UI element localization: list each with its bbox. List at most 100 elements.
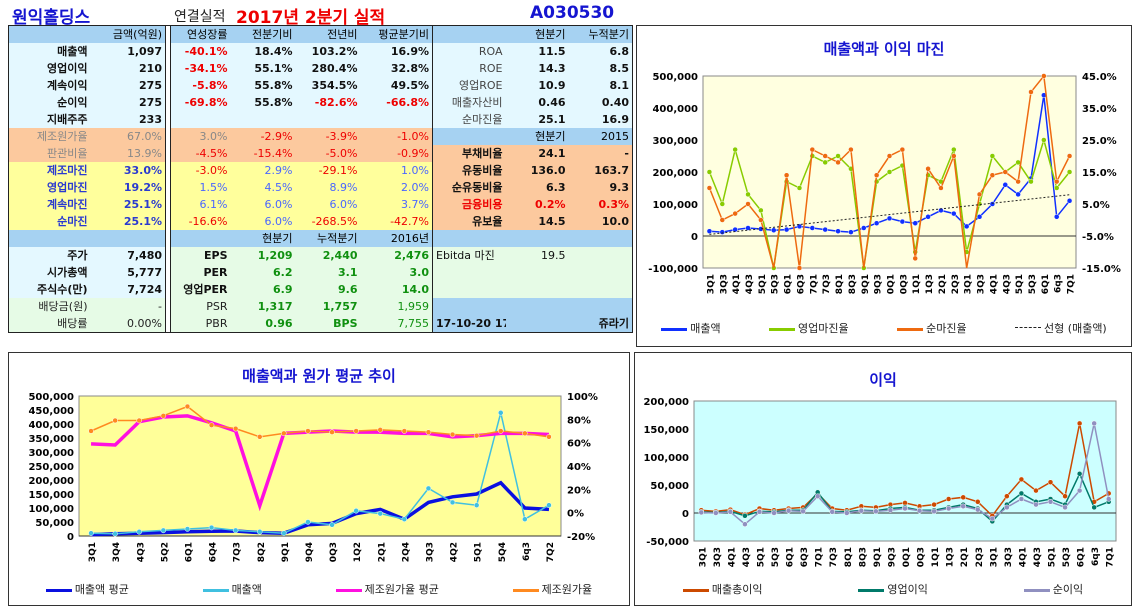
x-tick-label: 3Q1 (88, 542, 98, 562)
cell-value: 1,757 (295, 298, 361, 315)
y2-tick-label: 45.0% (1082, 72, 1117, 83)
data-point (783, 226, 790, 233)
table-row (432, 264, 633, 281)
table-row: 금액(억원) 연성장률 전분기비 전년비 평균분기비 (8, 25, 433, 43)
data-point (498, 410, 504, 416)
data-point (498, 428, 504, 434)
data-point (886, 153, 893, 159)
x-tick-label: 7Q1 (809, 274, 819, 294)
data-point (1041, 137, 1047, 143)
legend-swatch-icon (45, 588, 72, 592)
series-3 (706, 73, 1073, 271)
series-2 (88, 410, 552, 537)
cell-value: 5,777 (90, 264, 166, 281)
legend-label: 순마진율 (926, 322, 967, 335)
cell-value (165, 128, 171, 145)
row-label: 순마진율 (432, 111, 506, 128)
y-tick-label: 200,000 (643, 397, 689, 408)
x-tick-label: 9Q1 (873, 547, 883, 567)
data-point (160, 413, 167, 419)
data-point (951, 153, 957, 159)
cell-value: PBR (170, 315, 231, 333)
legend-swatch-icon (769, 327, 796, 331)
data-point (758, 207, 764, 214)
data-point (329, 429, 335, 435)
y-tick-label: 50,000 (35, 518, 74, 529)
cell-value: 233 (90, 111, 166, 128)
x-tick-label: 9Q4 (305, 542, 315, 562)
cell-value: 275 (90, 94, 166, 111)
y2-tick-label: -15.0% (1082, 264, 1121, 275)
cell-value: 현분기 (505, 128, 569, 145)
cell-value: 33.0% (90, 162, 166, 179)
cell-value (505, 315, 569, 333)
x-tick-label: 5Q3 (771, 274, 781, 294)
cell-value: 누적분기 (295, 230, 361, 247)
cell-value: 현분기 (230, 230, 296, 247)
cell-value (90, 230, 166, 247)
series-line (90, 405, 550, 438)
data-point (1015, 191, 1021, 198)
cell-value: 전년비 (295, 25, 361, 43)
cell-value: 163.7 (568, 162, 633, 179)
x-tick-label: 7Q1 (815, 547, 825, 567)
data-point (951, 210, 957, 217)
x-tick-label: 6q3 (522, 542, 532, 561)
row-label: 부채비율 (432, 145, 506, 162)
x-tick-label: 1Q1 (931, 547, 941, 567)
x-tick-label: 5Q3 (771, 547, 781, 567)
cell-value: 55.8% (230, 77, 296, 94)
data-point (281, 430, 287, 437)
data-point (88, 530, 94, 536)
x-tick-label: 6Q1 (184, 542, 194, 562)
cell-value (165, 264, 171, 281)
legend-label: 매출액 (690, 322, 721, 335)
x-tick-label: 2Q1 (377, 542, 387, 562)
x-tick-label: 5Q1 (756, 547, 766, 567)
row-label (432, 264, 506, 281)
table-row: 배당금(원) - PSR 1,317 1,757 1,959 (8, 298, 433, 315)
x-tick-label: 7Q3 (233, 542, 243, 562)
cell-value (505, 298, 569, 315)
x-tick-label: 3Q3 (713, 547, 723, 567)
chart-sales-margin: 매출액과 이익 마진 -100,000 0 100,000 200,000 300,00… (636, 25, 1132, 347)
data-point (522, 430, 528, 437)
cell-value (165, 162, 171, 179)
data-point (771, 510, 777, 516)
x-tick-label: 2Q1 (938, 274, 948, 294)
data-point (822, 159, 828, 166)
legend-item: 매출총이익 (682, 581, 763, 597)
data-point (835, 228, 841, 234)
data-point (796, 185, 803, 191)
table-row: 매출자산비 0.46 0.40 (432, 94, 633, 111)
cell-value: 영업PER (170, 281, 231, 298)
table-row: 유동비율 136.0 163.7 (432, 162, 633, 179)
cell-value: 전분기비 (230, 25, 296, 43)
data-point (1002, 169, 1009, 175)
data-point (916, 508, 923, 514)
y2-tick-label: 40% (567, 462, 591, 473)
table-row: 순유동비율 6.3 9.3 (432, 179, 633, 196)
row-label: 배당률 (8, 315, 91, 333)
x-tick-label: 0Q3 (329, 542, 339, 562)
table-row: 영업마진 19.2% 1.5% 4.5% 8.9% 2.0% (8, 179, 433, 196)
cell-value (165, 60, 171, 77)
x-tick-label: 0Q3 (917, 547, 927, 567)
table-row: ROA 11.5 6.8 (432, 43, 633, 60)
cell-value: -5.0% (295, 145, 361, 162)
data-point (1091, 420, 1097, 427)
cell-value: 6.0% (295, 196, 361, 213)
x-tick-label: 2Q3 (975, 547, 985, 567)
table-row: 순이익 275 -69.8% 55.8% -82.6% -66.8% (8, 94, 433, 111)
legend-label: 매출액 평균 (74, 583, 129, 596)
cell-value (165, 247, 171, 264)
legend-swatch-icon (858, 588, 885, 592)
cell-value: 6.3 (505, 179, 569, 196)
x-tick-label: 5Q1 (1048, 547, 1058, 567)
data-point (745, 191, 751, 198)
cell-value: 4.5% (230, 179, 296, 196)
data-point (473, 502, 480, 508)
x-tick-label: 8Q3 (848, 274, 858, 294)
cell-value: 현분기 (505, 25, 569, 43)
data-point (1053, 178, 1060, 185)
